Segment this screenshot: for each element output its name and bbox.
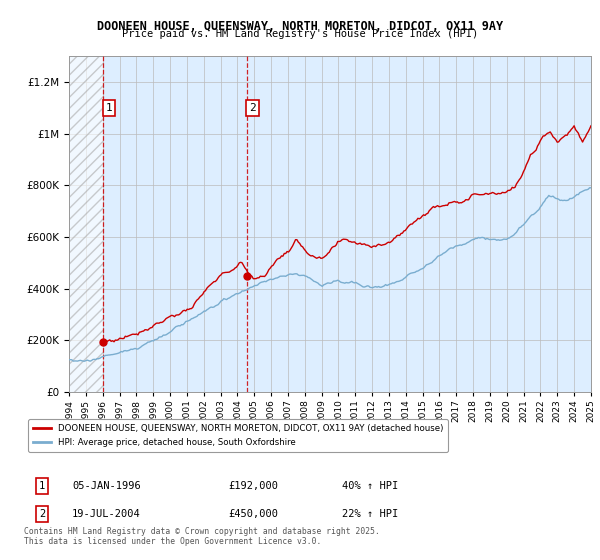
Text: 05-JAN-1996: 05-JAN-1996	[72, 481, 141, 491]
Text: £450,000: £450,000	[228, 509, 278, 519]
Text: 19-JUL-2004: 19-JUL-2004	[72, 509, 141, 519]
Text: 1: 1	[39, 481, 45, 491]
Text: DOONEEN HOUSE, QUEENSWAY, NORTH MORETON, DIDCOT, OX11 9AY: DOONEEN HOUSE, QUEENSWAY, NORTH MORETON,…	[97, 20, 503, 32]
Text: 1: 1	[106, 103, 113, 113]
Text: Price paid vs. HM Land Registry's House Price Index (HPI): Price paid vs. HM Land Registry's House …	[122, 29, 478, 39]
Text: 40% ↑ HPI: 40% ↑ HPI	[342, 481, 398, 491]
Text: 2: 2	[39, 509, 45, 519]
Text: 22% ↑ HPI: 22% ↑ HPI	[342, 509, 398, 519]
Text: Contains HM Land Registry data © Crown copyright and database right 2025.
This d: Contains HM Land Registry data © Crown c…	[24, 526, 380, 546]
Legend: DOONEEN HOUSE, QUEENSWAY, NORTH MORETON, DIDCOT, OX11 9AY (detached house), HPI:: DOONEEN HOUSE, QUEENSWAY, NORTH MORETON,…	[28, 419, 448, 452]
Text: £192,000: £192,000	[228, 481, 278, 491]
Bar	[69, 56, 103, 392]
Text: 2: 2	[249, 103, 256, 113]
